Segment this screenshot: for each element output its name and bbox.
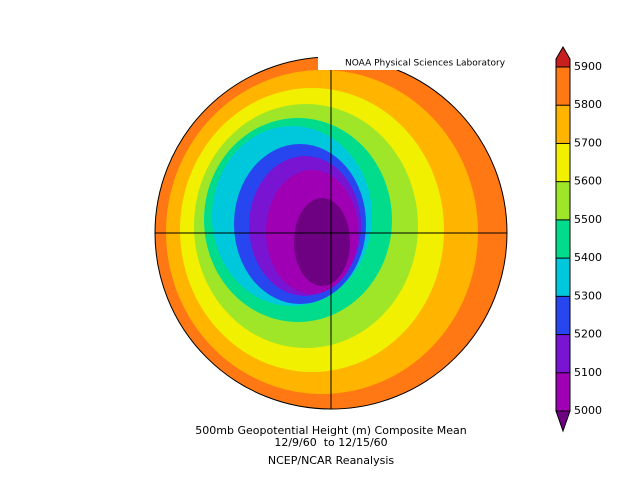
map-title: 500mb Geopotential Height (m) Composite …	[195, 424, 466, 437]
colorbar-band	[556, 334, 570, 373]
colorbar-extension	[555, 410, 571, 433]
colorbar: 5000 5100 5200 5300 5400 5500 5600 5700 5800 5900	[555, 46, 602, 433]
date-range: 12/9/60 to 12/15/60	[274, 436, 387, 449]
colorbar-band	[556, 67, 570, 106]
colorbar-band	[556, 219, 570, 259]
colorbar-tick-label: 5800	[574, 98, 602, 111]
colorbar-band	[556, 372, 570, 411]
height-field	[294, 198, 350, 286]
colorbar-tick-label: 5000	[574, 404, 602, 417]
colorbar-band	[556, 143, 570, 182]
colorbar-tick-label: 5400	[574, 251, 602, 264]
colorbar-band	[556, 296, 570, 335]
colorbar-tick-label: 5500	[574, 213, 602, 226]
lab-label: NOAA Physical Sciences Laboratory	[345, 59, 506, 69]
colorbar-band	[556, 181, 570, 220]
colorbar-tick-label: 5700	[574, 136, 602, 149]
colorbar-tick-label: 5900	[574, 60, 602, 73]
label-box	[318, 56, 504, 70]
data-source: NCEP/NCAR Reanalysis	[268, 454, 394, 467]
colorbar-band	[556, 258, 570, 297]
colorbar-tick-label: 5600	[574, 175, 602, 188]
colorbar-band	[556, 105, 570, 144]
polar-map	[155, 57, 507, 409]
colorbar-tick-label: 5300	[574, 289, 602, 302]
colorbar-tick-label: 5100	[574, 366, 602, 379]
colorbar-tick-label: 5200	[574, 328, 602, 341]
colorbar-extension	[555, 46, 571, 68]
